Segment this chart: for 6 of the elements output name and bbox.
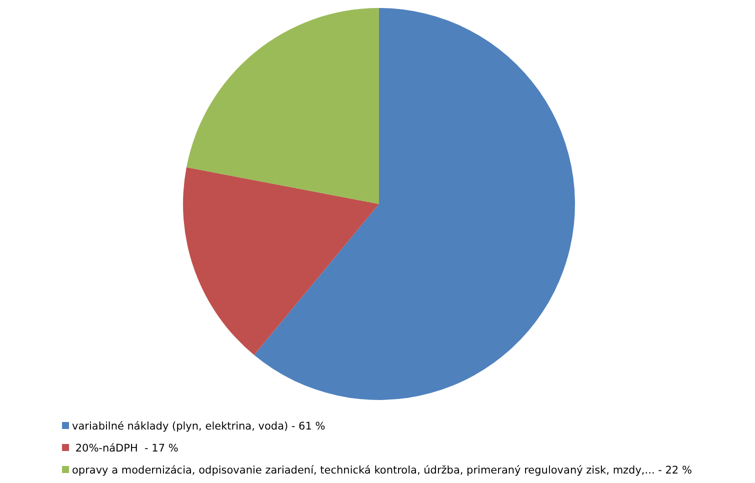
pie-slice [183,167,379,356]
pie-slice [186,8,379,204]
legend-label: 20%-náDPH - 17 % [72,442,178,455]
legend-label: opravy a modernizácia, odpisovanie zariadení, technická kontrola, údržba, primeraný regulovaný zisk, mzdy,... - 22 % [72,464,692,477]
pie-slice [254,8,575,400]
legend-label: variabilné náklady (plyn, elektrina, voda) - 61 % [72,420,326,433]
